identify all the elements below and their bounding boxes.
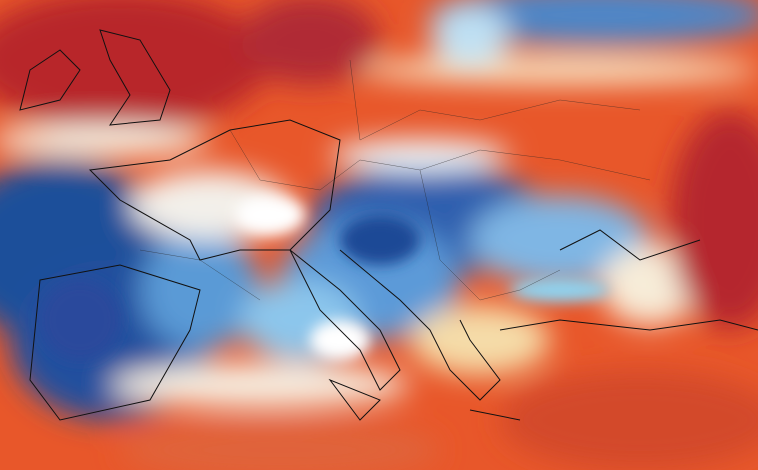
neutral-band: [410, 305, 550, 375]
cold-anomaly: [340, 215, 420, 265]
cold-anomaly: [510, 278, 610, 302]
border: [139, 249, 261, 301]
neutral-band: [310, 320, 370, 360]
warm-anomaly: [240, 0, 380, 85]
coastline: [29, 264, 201, 421]
neutral-band: [235, 195, 305, 235]
coastline: [99, 29, 171, 126]
border: [419, 169, 561, 301]
border: [229, 129, 651, 191]
coastline: [19, 49, 81, 111]
coastline: [88, 119, 341, 261]
neutral-band: [600, 245, 700, 325]
warm-anomaly: [500, 370, 758, 470]
coastline: [499, 319, 758, 331]
coastline: [469, 409, 521, 421]
coastline: [559, 229, 701, 261]
neutral-band: [360, 56, 758, 84]
anomaly-detail: [40, 195, 610, 360]
warm-anomaly: [120, 420, 440, 470]
coastlines: [19, 29, 758, 421]
border: [349, 59, 641, 141]
neutral-band: [110, 363, 410, 407]
borders: [139, 59, 651, 301]
coastline: [289, 249, 401, 391]
coastline: [339, 249, 501, 401]
cold-anomaly: [470, 195, 650, 285]
warm-anomaly: [670, 110, 758, 330]
neutral-band: [0, 124, 210, 156]
cold-anomaly: [40, 280, 120, 360]
neutral-band: [330, 139, 510, 171]
cold-anomaly: [430, 5, 510, 65]
cold-anomaly: [430, 0, 758, 45]
coastline: [328, 378, 381, 421]
warm-anomaly: [0, 0, 270, 130]
